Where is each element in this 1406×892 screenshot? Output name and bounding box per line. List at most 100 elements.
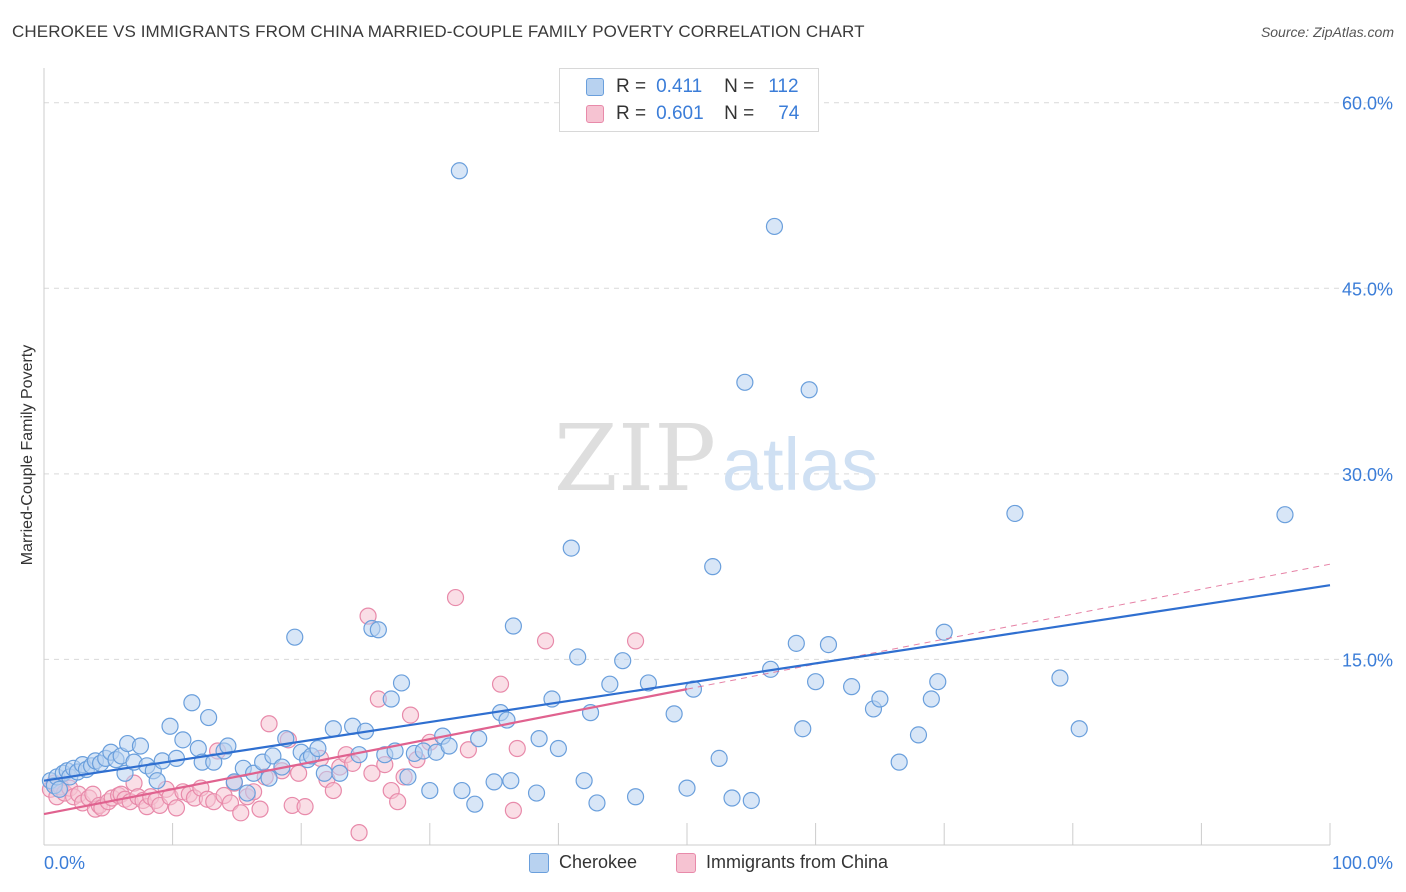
china-point bbox=[232, 804, 250, 822]
china-point bbox=[459, 741, 477, 759]
cherokee-point bbox=[466, 795, 484, 813]
axes bbox=[43, 68, 1331, 846]
cherokee-point bbox=[219, 737, 237, 755]
n-label: N = bbox=[724, 103, 755, 124]
n-value-china: 74 bbox=[778, 103, 800, 124]
cherokee-point bbox=[131, 737, 150, 755]
chart-title: CHEROKEE VS IMMIGRANTS FROM CHINA MARRIE… bbox=[12, 22, 865, 41]
cherokee-point bbox=[174, 731, 192, 749]
china-point bbox=[251, 800, 269, 818]
cherokee-point bbox=[800, 381, 818, 399]
cherokee-point bbox=[794, 720, 812, 738]
cherokee-point bbox=[369, 621, 387, 639]
cherokee-point bbox=[819, 635, 838, 654]
china-point bbox=[260, 715, 278, 733]
cherokee-point bbox=[502, 772, 520, 790]
cherokee-point bbox=[723, 789, 741, 807]
cherokee-point bbox=[1276, 506, 1294, 524]
cherokee-point bbox=[530, 730, 548, 748]
legend-label-cherokee: Cherokee bbox=[559, 852, 638, 872]
cherokee-point bbox=[399, 768, 417, 786]
china-point bbox=[536, 632, 555, 650]
cherokee-point bbox=[765, 217, 784, 236]
china-legend-swatch bbox=[676, 852, 696, 873]
cherokee-point bbox=[200, 708, 218, 727]
china-point bbox=[363, 764, 381, 782]
cherokee-point bbox=[710, 749, 728, 768]
y-tick-label: 60.0% bbox=[1342, 94, 1393, 114]
cherokee-trend-line bbox=[43, 584, 1331, 782]
cherokee-point bbox=[1006, 504, 1024, 523]
source-label: Source: ZipAtlas.com bbox=[1260, 24, 1394, 40]
cherokee-point bbox=[678, 779, 696, 797]
cherokee-point bbox=[161, 717, 179, 735]
legend-item-cherokee[interactable]: Cherokee bbox=[529, 852, 637, 873]
r-label: R = bbox=[616, 76, 647, 97]
y-tick-label: 45.0% bbox=[1342, 279, 1393, 299]
china-point bbox=[626, 632, 645, 650]
grid-lines bbox=[44, 102, 1392, 660]
cherokee-point bbox=[148, 772, 166, 790]
china-swatch bbox=[586, 105, 604, 123]
cherokee-point bbox=[421, 781, 439, 800]
cherokee-point bbox=[238, 784, 256, 802]
x-tick-label: 0.0% bbox=[44, 853, 85, 873]
cherokee-point bbox=[382, 690, 400, 708]
cherokee-point bbox=[736, 373, 754, 391]
china-point bbox=[491, 675, 510, 693]
cherokee-point bbox=[309, 739, 327, 758]
cherokee-point bbox=[392, 674, 411, 692]
cherokee-point bbox=[575, 772, 593, 790]
cherokee-point bbox=[315, 764, 333, 782]
n-value-cherokee: 112 bbox=[768, 76, 799, 97]
cherokee-point bbox=[909, 726, 928, 744]
china-point bbox=[167, 799, 186, 817]
y-tick-label: 30.0% bbox=[1342, 465, 1393, 485]
cherokee-point bbox=[562, 539, 580, 557]
china-point bbox=[504, 801, 522, 819]
cherokee-point bbox=[639, 674, 658, 692]
cherokee-swatch bbox=[586, 78, 604, 96]
tick-labels: 15.0% 30.0% 45.0% 60.0% 0.0% 100.0% bbox=[44, 94, 1393, 873]
r-label: R = bbox=[616, 103, 647, 124]
cherokee-point bbox=[286, 628, 304, 646]
cherokee-point bbox=[787, 634, 805, 652]
china-point bbox=[389, 793, 407, 811]
cherokee-point bbox=[704, 558, 722, 576]
cherokee-point bbox=[549, 739, 568, 758]
cherokee-point bbox=[1051, 669, 1069, 687]
cherokee-point bbox=[450, 162, 468, 180]
cherokee-point bbox=[806, 673, 825, 691]
watermark: ZIP atlas bbox=[554, 405, 878, 512]
china-point bbox=[221, 794, 240, 812]
china-point bbox=[401, 706, 420, 724]
stats-legend-row-cherokee: R = 0.411 N = 112 bbox=[586, 75, 799, 99]
legend-item-china[interactable]: Immigrants from China bbox=[676, 852, 888, 873]
watermark-zip: ZIP bbox=[554, 405, 716, 512]
watermark-atlas: atlas bbox=[722, 423, 878, 506]
x-tick-label: 100.0% bbox=[1332, 853, 1393, 873]
cherokee-point bbox=[527, 784, 546, 802]
legend-label-china: Immigrants from China bbox=[706, 852, 889, 872]
cherokee-point bbox=[183, 694, 201, 712]
china-trend-line-extension bbox=[686, 563, 1331, 690]
trend-lines bbox=[43, 563, 1331, 816]
china-point bbox=[446, 588, 465, 607]
cherokee-point bbox=[1070, 720, 1088, 738]
cherokee-point bbox=[504, 617, 522, 635]
cherokee-point bbox=[569, 648, 587, 666]
r-value-china: 0.601 bbox=[656, 103, 704, 124]
cherokee-point bbox=[665, 705, 683, 723]
china-point bbox=[324, 781, 342, 800]
cherokee-point bbox=[260, 769, 278, 787]
cherokee-point bbox=[742, 791, 760, 810]
cherokee-point bbox=[614, 652, 632, 670]
cherokee-point bbox=[485, 773, 503, 791]
china-point bbox=[290, 764, 308, 782]
cherokee-point bbox=[935, 623, 953, 641]
cherokee-point bbox=[453, 781, 471, 800]
cherokee-point bbox=[324, 720, 342, 738]
stats-legend: R = 0.411 N = 112 R = 0.601 N = 74 bbox=[559, 68, 819, 132]
china-point bbox=[350, 824, 368, 842]
